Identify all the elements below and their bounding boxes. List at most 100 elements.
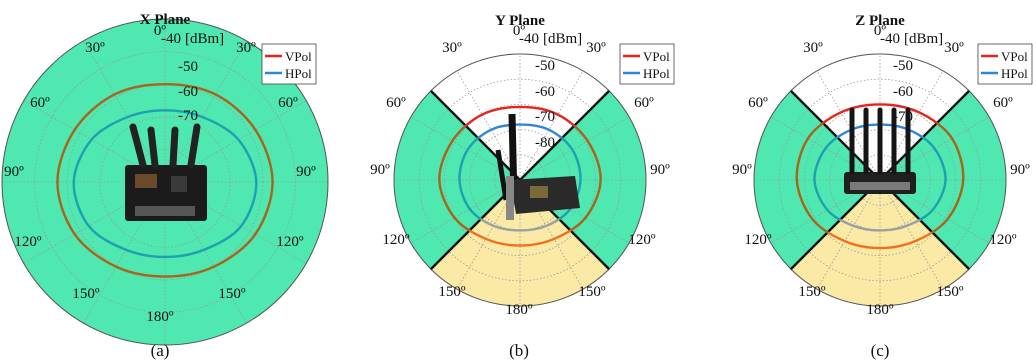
subfigure-caption: (b): [509, 341, 529, 360]
r-tick-label: -50: [535, 58, 555, 74]
grid-spoke: [83, 181, 166, 324]
angle-label: 150º: [936, 284, 964, 300]
angle-label: 0º: [154, 23, 167, 39]
chart-title: Z Plane: [855, 13, 905, 29]
angle-label: 0º: [874, 23, 887, 39]
legend-label: VPol: [1001, 49, 1028, 64]
polar-chart-y: -40 [dBm] -50 -60 -70 -80 0º 30º 30º 60º 60º 90º 90º…: [370, 13, 675, 360]
polar-chart-z: -40 [dBm] -50 -60 -70 0º 30º 30º 60º 60º 90º 90º 120…: [732, 13, 1033, 360]
grid-spoke: [164, 181, 247, 324]
angle-label: 60º: [993, 95, 1013, 111]
hpol-series-line: [458, 123, 520, 232]
angle-label: 150º: [218, 286, 246, 302]
angle-label: 60º: [748, 95, 768, 111]
angle-label: 90º: [1010, 162, 1030, 178]
angle-label: 90º: [732, 162, 752, 178]
sector-divider: [790, 179, 881, 270]
angle-label: 60º: [634, 95, 654, 111]
grid-spoke: [519, 70, 584, 181]
grid-spoke: [83, 40, 166, 183]
hpol-series-line: [72, 109, 258, 259]
angle-label: 180º: [866, 302, 894, 318]
angle-label: 0º: [513, 23, 526, 39]
legend-label: HPol: [285, 66, 312, 81]
vpol-series-line: [880, 103, 965, 250]
grid-circle: [418, 78, 622, 282]
grid-spoke: [816, 179, 881, 290]
antenna: [169, 126, 179, 169]
hpol-series-line: [813, 123, 880, 232]
grid-spoke: [879, 116, 990, 181]
vpol-series-line: [56, 82, 274, 278]
angle-label: 60º: [386, 95, 406, 111]
legend: VPol HPol: [977, 43, 1033, 85]
antenna: [129, 123, 147, 169]
hpol-series-line: [520, 123, 582, 232]
r-tick-label: -50: [178, 59, 198, 75]
pcie-card-icon: [495, 113, 580, 220]
grid-circle: [99, 116, 231, 248]
outer-ring: [393, 53, 647, 307]
polar-chart-x: -40 [dBm] -50 -60 -70 0º 30º 30º 60º 60º 90º 90º 120…: [1, 12, 329, 360]
angle-label: 90º: [296, 164, 316, 180]
antenna: [187, 123, 201, 169]
outer-ring: [1, 18, 329, 346]
r-tick-label: -60: [893, 84, 913, 100]
r-tick-label: -70: [535, 109, 555, 125]
angle-label: 120º: [14, 234, 42, 250]
grid-spoke: [23, 181, 166, 264]
r-tick-label: -50: [893, 58, 913, 74]
legend-label: VPol: [643, 49, 670, 64]
legend-box: [261, 43, 317, 85]
angle-label: 150º: [438, 284, 466, 300]
router-box-icon: [844, 107, 916, 194]
pcb-chip: [135, 174, 157, 188]
subfigure-caption: (a): [151, 341, 170, 360]
grid-spoke: [879, 70, 944, 181]
hpol-series-line: [813, 180, 947, 232]
angle-label: 150º: [578, 284, 606, 300]
angle-label: 30º: [442, 40, 462, 56]
r-tick-label: -40 [dBm]: [161, 31, 224, 47]
sector-divider: [519, 90, 610, 181]
unit-label: [dBm]: [904, 31, 943, 47]
pcb-ports: [135, 206, 195, 216]
grid-circle: [804, 104, 957, 256]
grid-circle: [66, 83, 264, 281]
grid-spoke: [410, 179, 521, 244]
bottom-zone: [430, 180, 610, 306]
legend-label: VPol: [285, 49, 312, 64]
angle-label: 180º: [505, 302, 533, 318]
pcb-chip: [530, 186, 548, 198]
angle-label: 60º: [30, 95, 50, 111]
grid-circle: [778, 78, 982, 282]
r-tick-label: -80: [535, 135, 555, 151]
unit-label: [dBm]: [543, 31, 582, 47]
grid-spoke: [816, 70, 881, 181]
angle-label: 30º: [586, 40, 606, 56]
chart-title: Y Plane: [495, 13, 545, 29]
angle-label: 120º: [628, 232, 656, 248]
angle-label: 150º: [72, 286, 100, 302]
angle-label: 180º: [146, 309, 174, 325]
angle-label: 120º: [989, 232, 1017, 248]
vpol-series-line: [438, 180, 602, 247]
angle-label: 150º: [798, 284, 826, 300]
vpol-series-line: [795, 180, 965, 250]
angle-label: 30º: [85, 40, 105, 56]
r-tick-label: -60: [178, 84, 198, 100]
grid-spoke: [456, 70, 521, 181]
r-tick-label: -60: [535, 84, 555, 100]
angle-label: 120º: [276, 234, 304, 250]
grid-spoke: [519, 116, 630, 181]
r-tick-label: -40 [dBm]: [519, 31, 582, 47]
antenna: [147, 126, 159, 169]
legend: VPol HPol: [619, 43, 675, 85]
grid-spoke: [164, 181, 307, 264]
legend-label: HPol: [643, 66, 670, 81]
antenna: [495, 149, 509, 201]
legend-box: [977, 43, 1033, 85]
angle-label: 30º: [236, 40, 256, 56]
sector-divider: [879, 179, 970, 270]
